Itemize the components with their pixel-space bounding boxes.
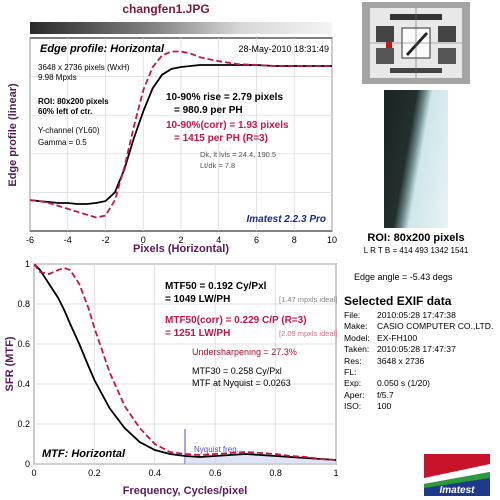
edge-levels-2: Lt/dk = 7.8	[200, 161, 235, 170]
mtf50-corr-1: MTF50(corr) = 0.229 C/P (R=3)	[165, 315, 307, 326]
mtf-nyquist-label: MTF at Nyquist = 0.0263	[192, 378, 291, 388]
roi-title: ROI: 80x200 pixels	[367, 232, 465, 244]
undersharpening-label: Undersharpening = 27.3%	[192, 347, 297, 357]
mtf-x-tick-0: 0	[31, 468, 36, 478]
mtf50-corr-2: = 1251 LW/PH	[165, 328, 230, 339]
exif-row-make: Make: CASIO COMPUTER CO.,LTD.	[344, 321, 494, 332]
edge-x-tick-8: 10	[327, 235, 337, 245]
edge-angle: Edge angle = -5.43 degs	[354, 272, 453, 282]
edge-rise-corr-1: 10-90%(corr) = 1.93 pixels	[166, 120, 289, 131]
exif-row-file: File: 2010:05:28 17:47:38	[344, 310, 456, 320]
exif-row-exp: Exp: 0.050 s (1/20)	[344, 378, 431, 389]
mtf-series-0-line	[34, 264, 336, 461]
mtf-y-axis-label: SFR (MTF)	[4, 336, 16, 391]
exif-list: File: 2010:05:28 17:47:38 Make: CASIO COMP…	[344, 310, 493, 413]
mtf50-2: = 1049 LW/PH	[165, 294, 230, 305]
mtf50-corr-ideal: [2.09 mpxls ideal]	[279, 329, 337, 338]
mtf-x-ticks: 0 0.2 0.4 0.6 0.8 1	[31, 468, 338, 478]
mtf-x-axis-label: Frequency, Cycles/pixel	[123, 485, 248, 497]
mtf-x-tick-1: 0.2	[88, 468, 101, 478]
mtf-chart: 0 0.2 0.4 0.6 0.8 1 0 0.2 0.4 0.6 0.8 1 Frequency,…	[4, 259, 339, 497]
mtf-chart-title: MTF: Horizontal	[42, 448, 126, 460]
edge-x-tick-3: 0	[141, 235, 146, 245]
edge-series-group	[30, 50, 332, 219]
edge-x-tick-7: 8	[292, 235, 297, 245]
edge-x-tick-0: -6	[26, 235, 34, 245]
mtf-series-group	[34, 264, 336, 464]
mtf-y-tick-4: 0.8	[17, 299, 30, 309]
edge-version-label: Imatest 2.2.3 Pro	[247, 214, 326, 225]
edge-x-tick-4: 2	[178, 235, 183, 245]
exif-row-taken: Taken: 2010:05:28 17:47:37	[344, 344, 456, 355]
mtf-aliasing-fill	[185, 454, 336, 464]
mtf-y-tick-1: 0.2	[17, 419, 30, 429]
edge-channel-1: Y-channel (YL60)	[38, 126, 100, 135]
mtf-x-tick-3: 0.6	[209, 468, 222, 478]
edge-info-1: 3648 x 2736 pixels (WxH)	[38, 63, 130, 72]
edge-rise-1: 10-90% rise = 2.79 pixels	[166, 92, 283, 103]
edge-x-tick-6: 6	[254, 235, 259, 245]
mtf-x-tick-2: 0.4	[149, 468, 162, 478]
mtf-y-tick-5: 1	[25, 259, 30, 269]
imatest-logo: Imatest	[424, 454, 490, 496]
roi-image	[384, 90, 448, 228]
svg-text:Imatest: Imatest	[439, 485, 475, 496]
exif-row-iso: ISO: 100	[344, 401, 392, 412]
mtf-y-tick-3: 0.6	[17, 339, 30, 349]
mtf-y-ticks: 0 0.2 0.4 0.6 0.8 1	[17, 259, 30, 469]
nyquist-label: Nyquist freq.	[194, 445, 239, 454]
edge-rise-corr-2: = 1415 per PH (R=3)	[174, 133, 268, 144]
exif-row-fl: FL:	[344, 367, 357, 378]
edge-roi-1: ROI: 80x200 pixels	[38, 97, 109, 106]
edge-date: 28-May-2010 18:31:49	[238, 44, 329, 54]
exif-title: Selected EXIF data	[344, 294, 452, 308]
mtf-x-tick-5: 1	[333, 468, 338, 478]
roi-coords: L R T B = 414 493 1342 1541	[363, 246, 469, 255]
exif-row-aper: Aper: f/5.7	[344, 389, 394, 400]
edge-gradient-bar	[30, 22, 332, 34]
edge-channel-2: Gamma = 0.5	[38, 138, 87, 147]
mtf-y-tick-2: 0.4	[17, 379, 30, 389]
mtf-series-1-line	[34, 264, 336, 461]
page-title: changfen1.JPG	[122, 2, 210, 16]
edge-grid	[29, 38, 333, 231]
mtf50-1: MTF50 = 0.192 Cy/Pxl	[165, 281, 267, 292]
edge-x-tick-2: -2	[101, 235, 109, 245]
edge-x-tick-5: 4	[216, 235, 221, 245]
edge-rise-2: = 980.9 per PH	[174, 105, 243, 116]
mtf30-label: MTF30 = 0.258 Cy/Pxl	[192, 366, 282, 376]
edge-chart-title: Edge profile: Horizontal	[40, 43, 165, 55]
mtf-y-tick-0: 0	[25, 459, 30, 469]
edge-x-axis-label: Pixels (Horizontal)	[133, 243, 229, 255]
mtf50-ideal: [1.47 mpxls ideal]	[279, 295, 337, 304]
edge-x-tick-1: -4	[64, 235, 72, 245]
edge-levels-1: Dk, lt lvls = 24.4, 190.5	[200, 150, 276, 159]
exif-row-res: Res: 3648 x 2736	[344, 355, 425, 366]
edge-y-axis-label: Edge profile (linear)	[7, 83, 19, 187]
mtf-x-tick-4: 0.8	[269, 468, 282, 478]
edge-series-1-line	[30, 50, 332, 219]
edge-roi-2: 60% left of ctr.	[38, 107, 92, 116]
edge-info-2: 9.98 Mpxls	[38, 73, 77, 82]
test-chart-thumbnail-image	[362, 2, 470, 84]
edge-profile-chart: -6 -4 -2 0 2 4 6 8 10 Pixels (Horizontal) Edge p…	[7, 37, 337, 255]
edge-x-ticks: -6 -4 -2 0 2 4 6 8 10	[26, 235, 337, 245]
exif-row-model: Model: EX-FH100	[344, 332, 418, 343]
chart-thumbnail	[362, 2, 470, 84]
